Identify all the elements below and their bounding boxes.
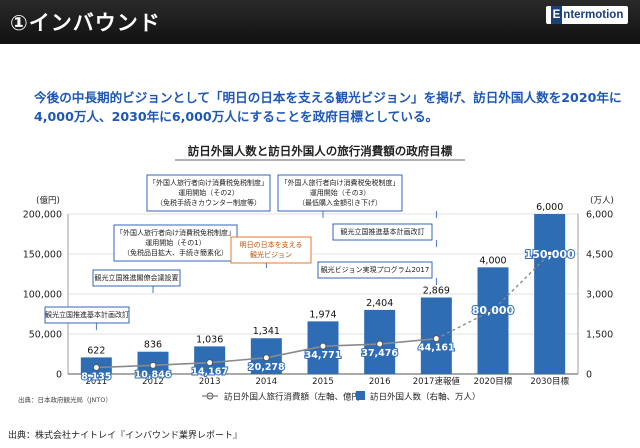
bar-value-label: 6,000 xyxy=(536,202,563,213)
annotation-box xyxy=(113,224,238,262)
bar-value-label: 1,974 xyxy=(309,309,336,320)
annotation-text: 「外国人旅行者向け消費税免税制度」 xyxy=(149,178,268,187)
legend-bar-label: 訪日外国人数（右軸、万人） xyxy=(370,392,481,403)
bar-2030目標 xyxy=(534,214,566,374)
spending-point xyxy=(432,335,440,343)
bar-value-label: 4,000 xyxy=(479,255,506,266)
spending-value-label: 34,771 xyxy=(305,350,342,361)
spending-value-label: 20,278 xyxy=(248,362,285,373)
y-right-tick-label: 6,000 xyxy=(586,210,613,221)
x-tick-label: 2011 xyxy=(86,377,108,387)
bar-value-label: 2,404 xyxy=(366,298,393,309)
slide-title: ①インバウンド xyxy=(10,11,161,35)
x-tick-label: 2030目標 xyxy=(530,376,569,387)
y-right-tick-label: 4,500 xyxy=(586,250,613,261)
x-tick-label: 2020目標 xyxy=(474,376,513,387)
x-tick-label: 2012 xyxy=(142,377,164,387)
spending-value-label: 44,161 xyxy=(418,343,455,354)
annotation-text: 運用開始（その1） xyxy=(145,238,205,247)
bar-value-label: 1,341 xyxy=(253,326,280,337)
x-tick-label: 2017速報値 xyxy=(413,376,461,387)
spending-value-label: 10,846 xyxy=(135,369,172,380)
annotation-text: （免税手続きカウンター制度等） xyxy=(156,198,261,207)
annotation-text: （最低購入金額引き下げ） xyxy=(298,198,382,207)
y-left-tick-label: 100,000 xyxy=(23,290,62,301)
annotation-box xyxy=(44,306,130,324)
spending-value-label: 37,476 xyxy=(361,348,398,359)
y-right-tick-label: 1,500 xyxy=(586,330,613,341)
bar-2020目標 xyxy=(477,267,509,374)
y-right-tick-label: 3,000 xyxy=(586,290,613,301)
spending-point xyxy=(546,250,554,258)
bar-value-label: 836 xyxy=(144,340,162,351)
annotation-text: （免税品目拡大、手続き簡素化） xyxy=(123,248,228,257)
spending-value-label: 80,000 xyxy=(472,304,515,317)
x-tick-label: 2014 xyxy=(256,377,278,387)
bar-value-label: 1,036 xyxy=(196,334,223,345)
legend-line-label: 訪日外国人旅行消費額（左軸、億円） xyxy=(224,392,369,403)
annotation-text: 明日の日本を支える xyxy=(240,240,303,249)
spending-point xyxy=(262,354,270,362)
spending-value-label: 8,135 xyxy=(81,371,111,382)
annotation-box xyxy=(230,236,312,264)
headline-text: 今後の中長期的ビジョンとして「明日の日本を支える観光ビジョン」を掲げ、訪日外国人… xyxy=(34,90,622,124)
spending-point xyxy=(319,342,327,350)
annotation-text: 観光立国推進閣僚会議設置 xyxy=(95,273,179,282)
x-tick-label: 2013 xyxy=(199,377,221,387)
annotation-text: 観光ビジョン xyxy=(250,250,292,259)
y-left-tick-label: 200,000 xyxy=(23,210,62,221)
chart-source-note: 出典：日本政府観光局（JNTO） xyxy=(18,395,112,404)
y-left-tick-label: 150,000 xyxy=(23,250,62,261)
chart-title: 訪日外国人数と訪日外国人の旅行消費額の政府目標 xyxy=(188,144,453,158)
source-citation: 出典：株式会社ナイトレイ『インバウンド業界レポート』 xyxy=(8,431,243,441)
spending-value-label: 14,167 xyxy=(191,367,228,378)
spending-value-label: 150,000 xyxy=(525,248,575,261)
annotation-box xyxy=(92,269,181,287)
bar-value-label: 622 xyxy=(87,345,105,356)
annotation-text: 観光立国推進基本計画改訂 xyxy=(45,310,129,319)
annotation-box xyxy=(277,174,403,212)
annotation-text: 運用開始（その2） xyxy=(178,188,238,197)
logo-wordmark: ntermotion xyxy=(563,9,624,21)
annotation-box xyxy=(146,174,271,212)
y-right-axis-label: (万人) xyxy=(590,196,614,206)
y-left-tick-label: 50,000 xyxy=(29,330,62,341)
spending-point xyxy=(92,363,100,371)
x-tick-label: 2016 xyxy=(369,377,391,387)
logo-initial: E xyxy=(550,6,563,24)
annotation-text: 観光ビジョン実現プログラム2017 xyxy=(321,265,430,274)
x-tick-label: 2015 xyxy=(312,377,334,387)
annotation-box xyxy=(332,223,433,241)
annotation-text: 「外国人旅行者向け消費税免税制度」 xyxy=(281,178,400,187)
legend-bar-swatch xyxy=(356,391,365,400)
bar-value-label: 2,869 xyxy=(423,285,450,296)
annotation-text: 「外国人旅行者向け消費税免税制度」 xyxy=(116,228,235,237)
annotation-box xyxy=(317,261,433,279)
y-right-tick-label: 0 xyxy=(586,370,592,381)
annotation-text: 観光立国推進基本計画改訂 xyxy=(341,227,425,236)
spending-point xyxy=(206,359,214,367)
annotation-text: 運用開始（その3） xyxy=(310,188,370,197)
y-left-axis-label: (億円) xyxy=(36,195,60,206)
spending-point xyxy=(149,361,157,369)
spending-line-target xyxy=(436,253,551,340)
spending-point xyxy=(376,340,384,348)
y-left-tick-label: 0 xyxy=(56,370,62,381)
spending-point xyxy=(489,306,497,314)
